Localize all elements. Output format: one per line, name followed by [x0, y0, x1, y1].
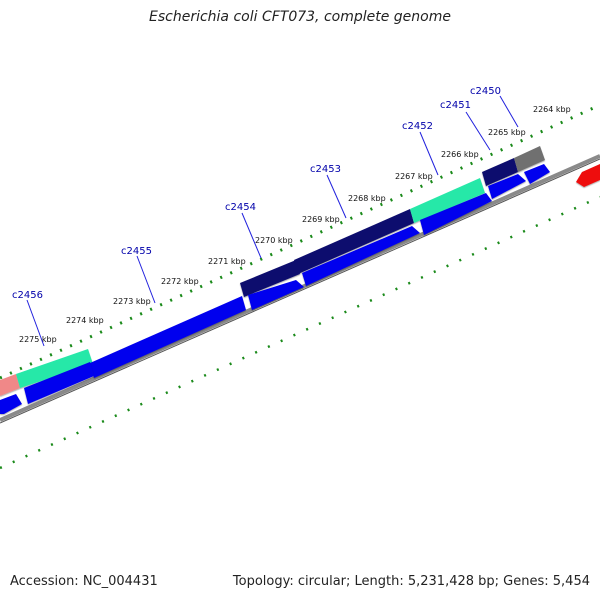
cds-block[interactable]	[410, 178, 485, 223]
gene-leader-line	[26, 299, 45, 347]
cds-block[interactable]	[420, 193, 492, 235]
cds-block[interactable]	[16, 349, 93, 388]
genome-title: Escherichia coli CFT073, complete genome	[149, 9, 451, 25]
cds-block[interactable]	[514, 146, 545, 172]
gene-leader-line	[465, 111, 491, 151]
genome-summary: Topology: circular; Length: 5,231,428 bp…	[232, 574, 590, 589]
tick-label: 2266 kbp	[441, 150, 479, 159]
cds-block[interactable]	[240, 260, 300, 297]
cds-block[interactable]	[488, 174, 526, 199]
gene-leader-line	[136, 255, 156, 304]
cds-block[interactable]	[576, 164, 600, 187]
gene-label[interactable]: c2454	[225, 202, 256, 213]
tick-label: 2265 kbp	[488, 128, 526, 137]
tick-label: 2264 kbp	[533, 105, 571, 114]
cds-block[interactable]	[0, 394, 22, 414]
tick-label: 2272 kbp	[161, 277, 199, 286]
gene-label[interactable]: c2456	[12, 290, 43, 301]
inner-tick-ring	[0, 195, 600, 470]
tick-label: 2267 kbp	[395, 172, 433, 181]
tick-label: 2271 kbp	[208, 257, 246, 266]
gene-leader-line	[499, 95, 519, 128]
cds-block[interactable]	[294, 209, 414, 274]
tick-label: 2270 kbp	[255, 236, 293, 245]
cds-block[interactable]	[24, 362, 94, 404]
cds-block[interactable]	[0, 374, 20, 396]
cds-block[interactable]	[302, 226, 420, 286]
gene-label[interactable]: c2452	[402, 121, 433, 132]
tick-label: 2275 kbp	[19, 335, 57, 344]
gene-label[interactable]: c2453	[310, 164, 341, 175]
tick-label: 2274 kbp	[66, 316, 104, 325]
backbone-line-shadow	[0, 158, 600, 424]
gene-label[interactable]: c2455	[121, 246, 152, 257]
tick-label: 2268 kbp	[348, 194, 386, 203]
accession-label: Accession: NC_004431	[10, 574, 158, 589]
outer-tick-ring	[0, 103, 600, 380]
tick-label: 2273 kbp	[113, 297, 151, 306]
gene-label[interactable]: c2451	[440, 100, 471, 111]
gene-leader-line	[241, 212, 262, 259]
cds-block[interactable]	[482, 158, 518, 186]
cds-block[interactable]	[90, 296, 246, 378]
cds-block[interactable]	[248, 280, 304, 310]
gene-leader-line	[419, 131, 439, 176]
cds-block[interactable]	[524, 164, 550, 184]
gene-label[interactable]: c2450	[470, 86, 501, 97]
gene-leader-line	[326, 174, 347, 219]
tick-label: 2269 kbp	[302, 215, 340, 224]
